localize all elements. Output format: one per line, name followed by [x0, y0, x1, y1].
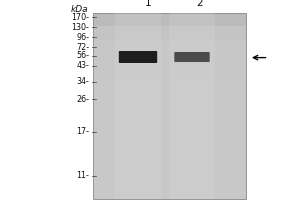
Text: 72-: 72-: [76, 43, 89, 51]
Text: 43-: 43-: [76, 62, 89, 71]
FancyBboxPatch shape: [169, 13, 215, 199]
FancyBboxPatch shape: [174, 52, 210, 62]
Text: 130-: 130-: [71, 22, 89, 31]
FancyBboxPatch shape: [119, 51, 157, 63]
FancyBboxPatch shape: [93, 13, 246, 26]
FancyBboxPatch shape: [115, 13, 161, 199]
FancyBboxPatch shape: [93, 26, 246, 40]
FancyBboxPatch shape: [93, 40, 246, 80]
Text: 11-: 11-: [76, 171, 89, 180]
Text: 170-: 170-: [71, 12, 89, 21]
Text: 34-: 34-: [76, 77, 89, 86]
Text: 26-: 26-: [76, 95, 89, 104]
Text: 56-: 56-: [76, 51, 89, 60]
Text: 17-: 17-: [76, 128, 89, 136]
Text: kDa: kDa: [71, 4, 88, 14]
Text: 2: 2: [196, 0, 203, 8]
Text: 96-: 96-: [76, 32, 89, 42]
Text: 1: 1: [145, 0, 152, 8]
FancyBboxPatch shape: [93, 13, 246, 199]
